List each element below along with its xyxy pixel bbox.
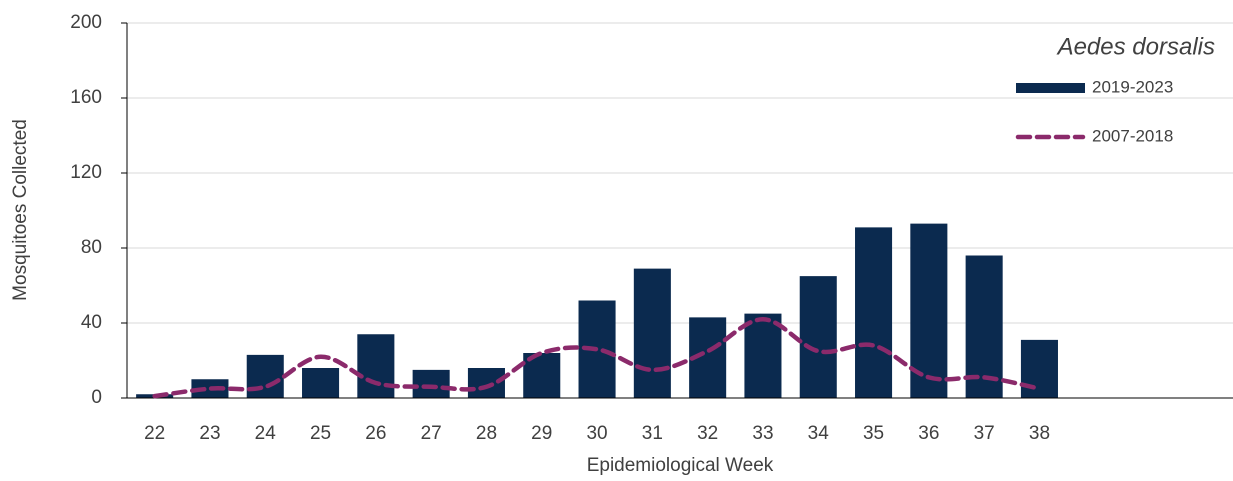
y-tick-label: 40 <box>81 312 102 333</box>
x-tick-label: 37 <box>974 423 995 444</box>
legend-label: 2007-2018 <box>1092 126 1173 145</box>
x-tick-label: 29 <box>531 423 552 444</box>
bar <box>357 334 395 398</box>
x-tick-label: 31 <box>642 423 663 444</box>
bar <box>633 268 671 398</box>
bar <box>246 354 284 398</box>
y-tick-label: 0 <box>91 387 102 408</box>
bar <box>965 255 1003 398</box>
x-tick-label: 23 <box>199 423 220 444</box>
x-tick-label: 36 <box>918 423 939 444</box>
x-tick-label: 24 <box>255 423 277 444</box>
x-tick-label: 28 <box>476 423 497 444</box>
y-tick-label: 200 <box>70 12 102 33</box>
x-tick-label: 27 <box>421 423 442 444</box>
x-tick-label: 32 <box>697 423 718 444</box>
legend-title: Aedes dorsalis <box>1056 33 1215 60</box>
y-axis-label: Mosquitoes Collected <box>10 119 31 301</box>
x-tick-label: 22 <box>144 423 165 444</box>
bar <box>799 276 837 398</box>
x-tick-label: 30 <box>586 423 607 444</box>
legend-swatch <box>1016 83 1085 93</box>
y-tick-label: 120 <box>70 162 102 183</box>
x-axis-label: Epidemiological Week <box>587 455 774 476</box>
line <box>152 316 1042 399</box>
x-tick-label: 25 <box>310 423 331 444</box>
y-tick-label: 80 <box>81 237 102 258</box>
x-tick-label: 38 <box>1029 423 1050 444</box>
bar <box>412 369 450 398</box>
bar <box>744 313 782 398</box>
x-tick-label: 34 <box>808 423 830 444</box>
x-tick-label: 33 <box>752 423 773 444</box>
x-tick-label: 35 <box>863 423 884 444</box>
y-tick-label: 160 <box>70 87 102 108</box>
x-tick-label: 26 <box>365 423 386 444</box>
bar <box>302 368 340 398</box>
bar <box>855 227 893 398</box>
legend-label: 2019-2023 <box>1092 77 1173 96</box>
bar <box>910 223 948 398</box>
bar <box>1020 339 1058 398</box>
